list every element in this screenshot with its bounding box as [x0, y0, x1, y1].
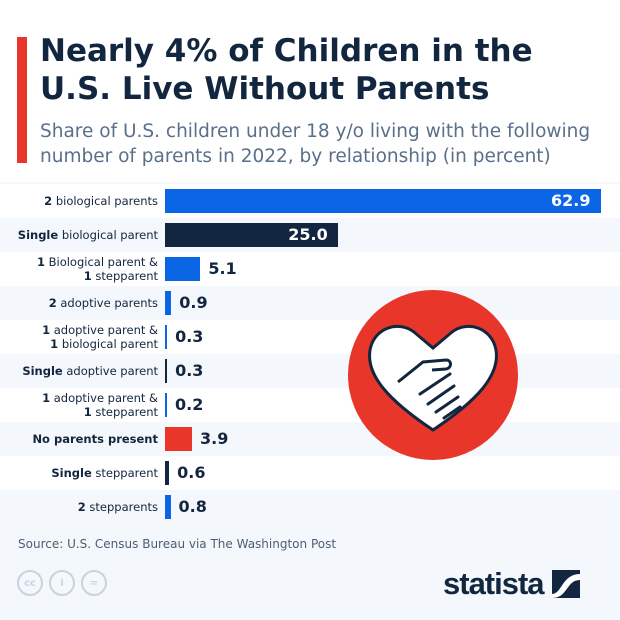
chart-subtitle: Share of U.S. children under 18 y/o livi… — [40, 121, 591, 167]
category-label: Single biological parent — [17, 228, 158, 242]
category-label: 1 adoptive parent & 1 biological parent — [42, 323, 158, 351]
source-note: Source: U.S. Census Bureau via The Washi… — [18, 537, 337, 551]
data-label: 0.2 — [175, 395, 204, 414]
bar — [165, 495, 171, 519]
category-label: 2 biological parents — [44, 194, 158, 208]
chart-row: 2 stepparents 0.8 — [0, 490, 620, 524]
category-label: 2 adoptive parents — [48, 296, 158, 310]
statista-logo[interactable]: statista — [443, 566, 580, 602]
bar — [165, 393, 167, 417]
data-label: 0.8 — [178, 497, 207, 516]
category-label: No parents present — [32, 432, 158, 446]
data-label: 62.9 — [551, 191, 591, 210]
data-label: 3.9 — [200, 429, 229, 448]
category-label: 2 stepparents — [77, 500, 158, 514]
chart-row: Single biological parent 25.0 — [0, 218, 620, 252]
cc-icon[interactable]: cc — [17, 570, 43, 596]
statista-logo-icon — [551, 570, 580, 598]
license-icons[interactable]: cc i = — [17, 570, 107, 596]
bar-chart: 2 biological parents 62.9 Single biologica… — [0, 184, 620, 524]
category-label: Single adoptive parent — [22, 364, 158, 378]
chart-row: 1 adoptive parent & 1 biological parent 0.… — [0, 320, 620, 354]
bar — [165, 291, 172, 315]
category-label: Single stepparent — [51, 466, 158, 480]
chart-row: 2 adoptive parents 0.9 — [0, 286, 620, 320]
data-label: 0.6 — [177, 463, 206, 482]
chart-row: Single adoptive parent 0.3 — [0, 354, 620, 388]
data-label: 25.0 — [288, 225, 328, 244]
data-label: 5.1 — [208, 259, 237, 278]
nd-icon[interactable]: = — [81, 570, 107, 596]
chart-title: Nearly 4% of Children in the U.S. Live W… — [40, 33, 533, 107]
accent-bar — [17, 37, 27, 163]
heart-handshake-icon — [348, 290, 518, 460]
bar — [165, 359, 168, 383]
bar — [165, 257, 201, 281]
bar — [165, 223, 339, 247]
bar — [165, 189, 601, 213]
chart-row: 1 adoptive parent & 1 stepparent 0.2 — [0, 388, 620, 422]
data-label: 0.3 — [175, 361, 204, 380]
header — [0, 0, 620, 182]
brand-name: statista — [443, 566, 545, 601]
bar — [165, 427, 193, 451]
chart-row: 1 Biological parent & 1 stepparent 5.1 — [0, 252, 620, 286]
chart-row: Single stepparent 0.6 — [0, 456, 620, 490]
category-label: 1 Biological parent & 1 stepparent — [36, 255, 158, 283]
data-label: 0.9 — [179, 293, 208, 312]
chart-row: No parents present 3.9 — [0, 422, 620, 456]
data-label: 0.3 — [175, 327, 204, 346]
bar — [165, 461, 170, 485]
chart-row: 2 biological parents 62.9 — [0, 184, 620, 218]
by-icon[interactable]: i — [49, 570, 75, 596]
bar — [165, 325, 168, 349]
category-label: 1 adoptive parent & 1 stepparent — [42, 391, 158, 419]
